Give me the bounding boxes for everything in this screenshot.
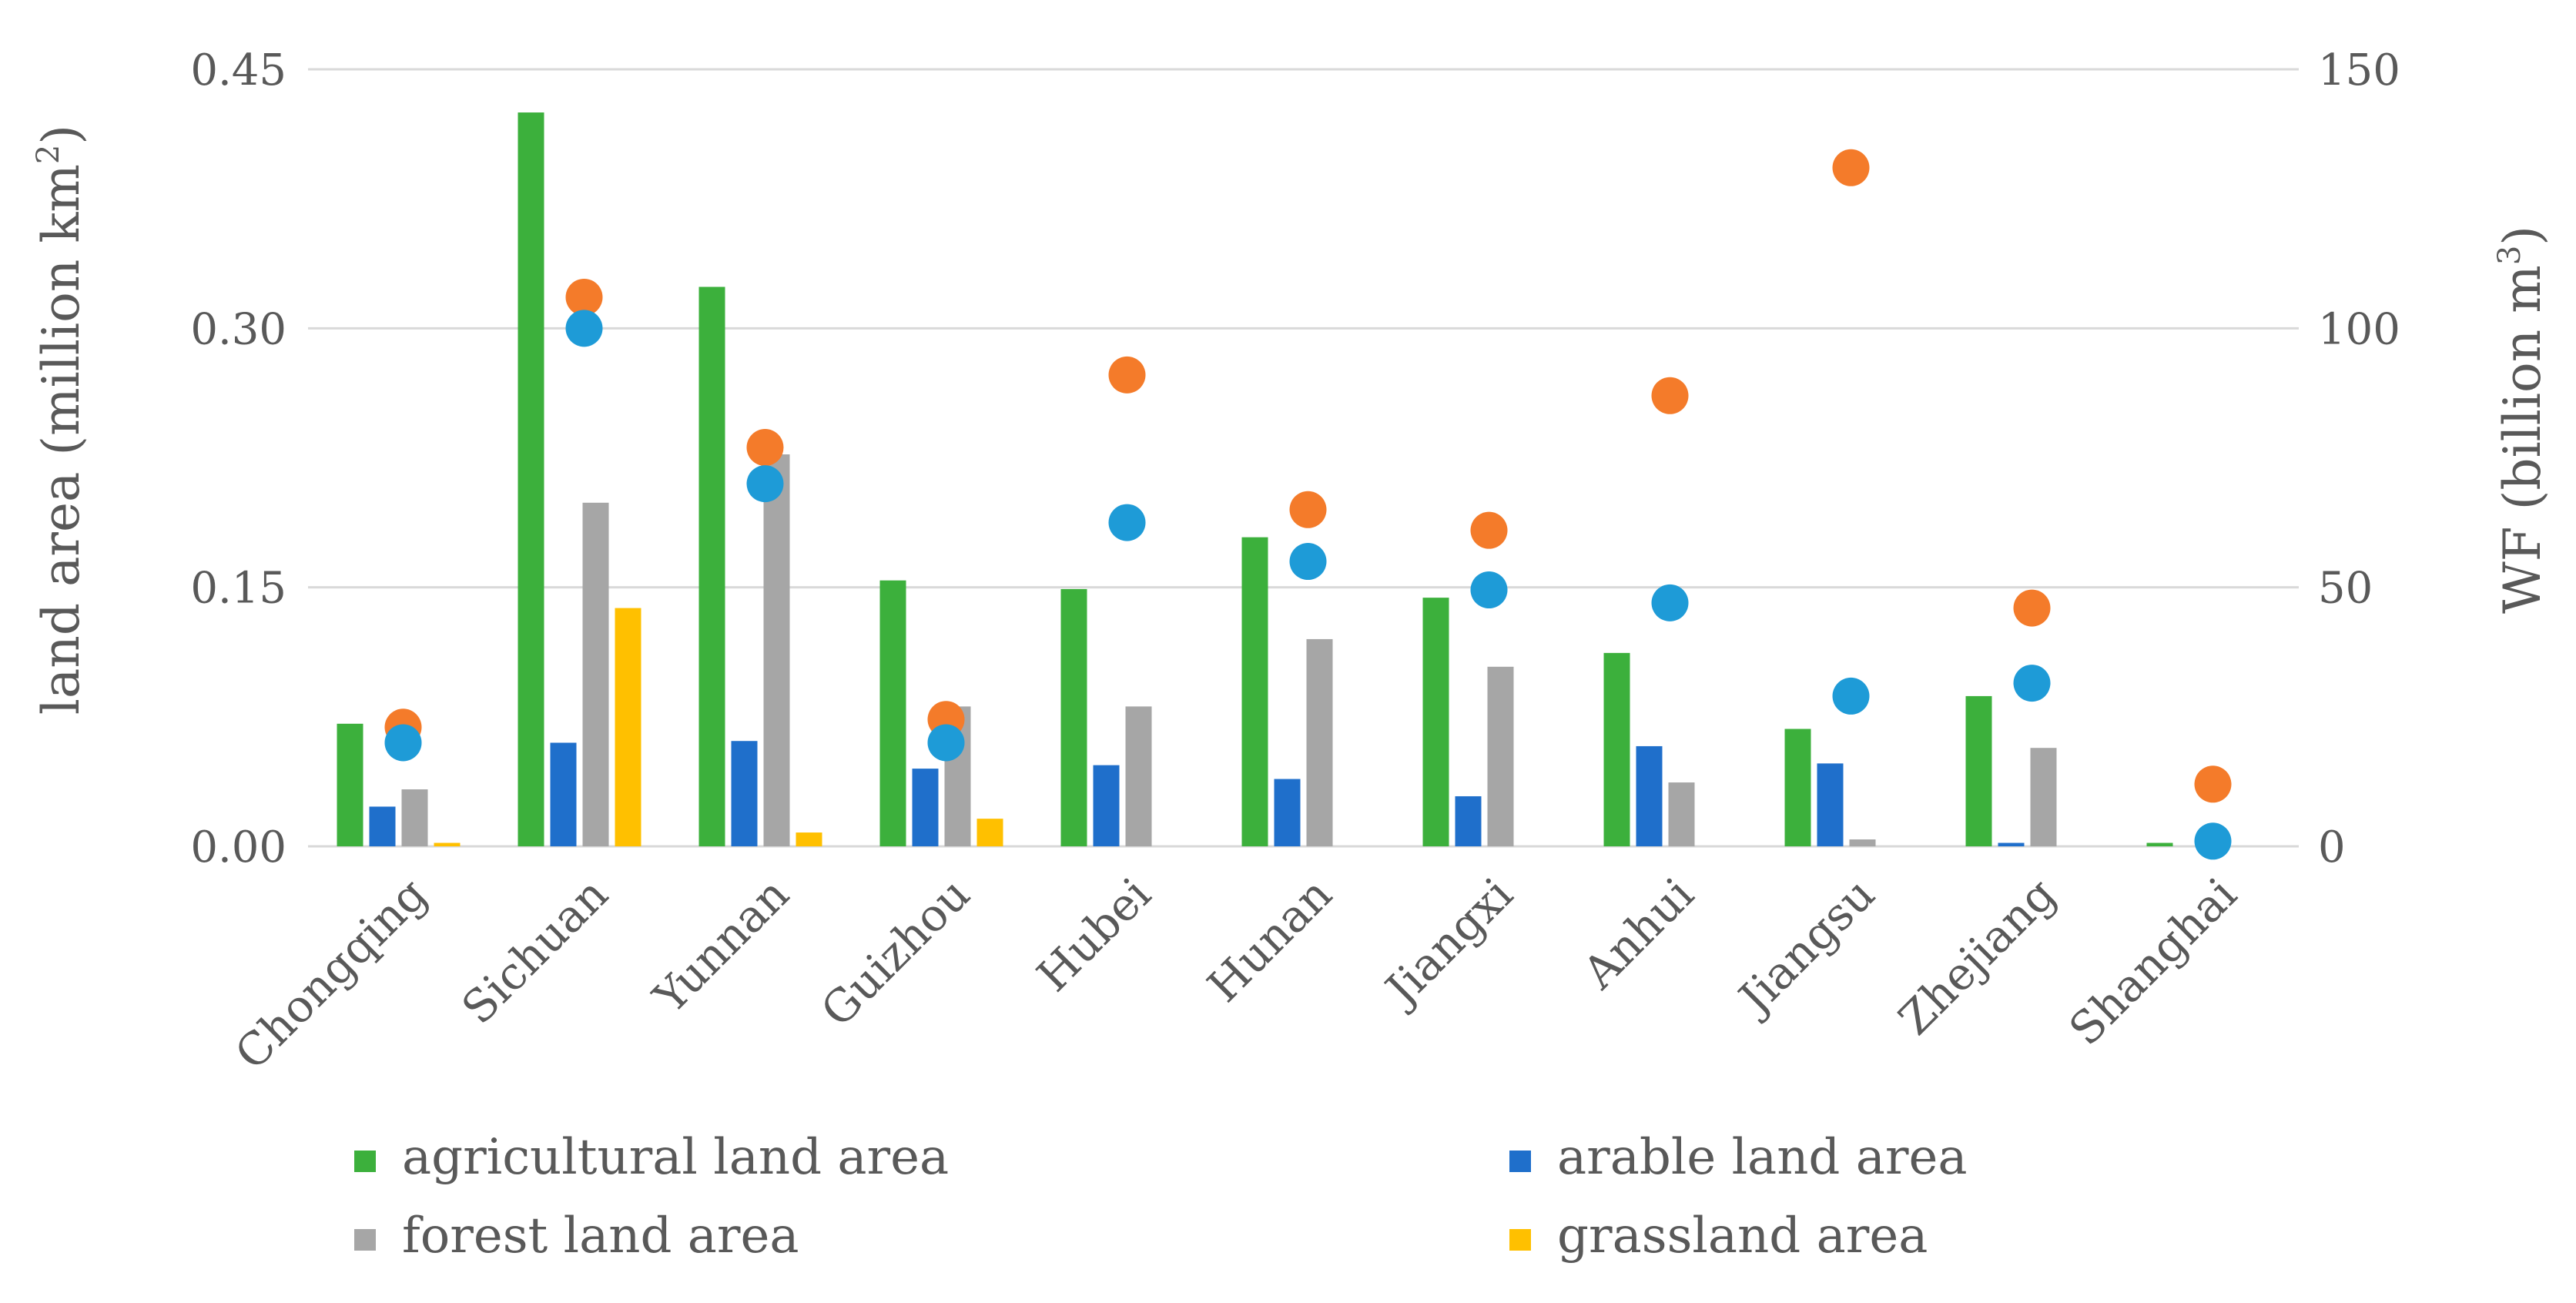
bars (337, 112, 2173, 847)
orange-point (1289, 491, 1327, 528)
blue-point (384, 724, 422, 762)
bar-forest-land-area (2030, 748, 2057, 846)
bar-grassland-area (796, 832, 822, 846)
category-label: Chongqing (225, 868, 437, 1080)
bar-agricultural-land-area (1603, 652, 1630, 846)
orange-point (2013, 589, 2051, 627)
bar-arable-land-area (1455, 796, 1482, 846)
category-label: Jiangsu (1727, 868, 1885, 1027)
bar-forest-land-area (763, 454, 790, 846)
blue-point (1470, 571, 1508, 609)
blue-point (1832, 677, 1870, 715)
right-axis-title-superscript: 3 (2492, 246, 2527, 265)
legend-label: forest land area (402, 1208, 799, 1264)
left-axis-ticks: 0.00 0.15 0.30 0.45 (190, 45, 286, 873)
left-tick-label: 0.45 (190, 45, 286, 95)
bar-agricultural-land-area (2146, 842, 2173, 846)
blue-point (1651, 584, 1689, 621)
bar-forest-land-area (1487, 666, 1514, 846)
blue-point (2013, 665, 2051, 702)
bar-agricultural-land-area (518, 112, 544, 847)
bar-agricultural-land-area (1965, 695, 1992, 846)
right-axis-title: WF (billion m3) (2492, 226, 2552, 614)
bar-arable-land-area (1817, 763, 1844, 846)
bar-agricultural-land-area (698, 286, 725, 846)
blue-point (1289, 543, 1327, 581)
left-tick-label: 0.30 (190, 304, 286, 354)
legend-label: agricultural land area (402, 1129, 949, 1186)
left-axis-title-text: land area (million km (32, 164, 91, 715)
bar-arable-land-area (1093, 765, 1120, 846)
category-label: Zhejiang (1888, 868, 2065, 1045)
left-axis-title: land area (million km2) (31, 125, 91, 715)
bar-grassland-area (615, 608, 641, 846)
orange-point (746, 429, 784, 467)
category-label: Hunan (1198, 868, 1342, 1013)
bar-arable-land-area (1636, 745, 1663, 846)
bar-arable-land-area (1998, 842, 2025, 846)
bar-agricultural-land-area (1784, 729, 1811, 846)
bar-agricultural-land-area (1241, 537, 1268, 846)
right-axis-title-end: ) (2493, 226, 2552, 246)
right-tick-label: 50 (2318, 564, 2373, 614)
right-tick-label: 100 (2318, 304, 2400, 354)
legend-swatch (354, 1151, 376, 1172)
legend-label: grassland area (1557, 1208, 1928, 1264)
bar-grassland-area (434, 842, 461, 846)
bar-grassland-area (976, 819, 1003, 846)
right-tick-label: 0 (2318, 822, 2346, 873)
points (384, 149, 2232, 860)
category-label: Anhui (1573, 868, 1704, 1000)
bar-arable-land-area (1274, 779, 1301, 846)
right-axis-title-text: WF (billion m (2493, 265, 2552, 614)
bar-agricultural-land-area (1060, 588, 1087, 846)
left-tick-label: 0.00 (190, 822, 286, 873)
bar-forest-land-area (1668, 782, 1695, 846)
right-tick-label: 150 (2318, 45, 2400, 95)
right-axis-ticks: 0 50 100 150 (2318, 45, 2400, 873)
category-label: Guizhou (811, 868, 980, 1037)
bar-forest-land-area (1306, 638, 1333, 846)
bar-arable-land-area (550, 742, 577, 846)
blue-point (2194, 822, 2232, 860)
left-tick-label: 0.15 (190, 564, 286, 614)
orange-point (1832, 149, 1870, 186)
bar-forest-land-area (582, 502, 609, 846)
left-axis-title-end: ) (32, 125, 91, 145)
bar-forest-land-area (401, 789, 428, 846)
category-label: Sichuan (451, 868, 618, 1034)
legend-swatch (1509, 1229, 1531, 1251)
orange-point (565, 278, 603, 316)
blue-point (1108, 504, 1146, 541)
left-axis-title-superscript: 2 (31, 145, 66, 164)
category-labels: Chongqing Sichuan Yunnan Guizhou Hubei Hunan J… (225, 868, 2246, 1080)
blue-point (927, 724, 965, 762)
legend-swatch (354, 1229, 376, 1251)
bar-forest-land-area (1125, 706, 1152, 846)
category-label: Hubei (1027, 868, 1161, 1002)
category-label: Yunnan (643, 868, 799, 1023)
category-label: Shanghai (2059, 868, 2247, 1056)
category-label: Jiangxi (1373, 868, 1523, 1018)
orange-point (1470, 511, 1508, 549)
legend-swatch (1509, 1151, 1531, 1172)
bar-agricultural-land-area (1422, 598, 1449, 846)
orange-point (2194, 765, 2232, 803)
legend-label: arable land area (1557, 1129, 1968, 1186)
bar-arable-land-area (731, 741, 758, 846)
legend: agricultural land area arable land area fo… (354, 1129, 1968, 1264)
bar-forest-land-area (1849, 839, 1876, 846)
orange-point (1651, 377, 1689, 414)
bar-arable-land-area (369, 806, 396, 846)
bar-arable-land-area (912, 769, 939, 846)
orange-point (1108, 356, 1146, 394)
bar-agricultural-land-area (879, 580, 906, 846)
blue-point (746, 465, 784, 503)
blue-point (565, 310, 603, 347)
bar-agricultural-land-area (337, 723, 363, 846)
